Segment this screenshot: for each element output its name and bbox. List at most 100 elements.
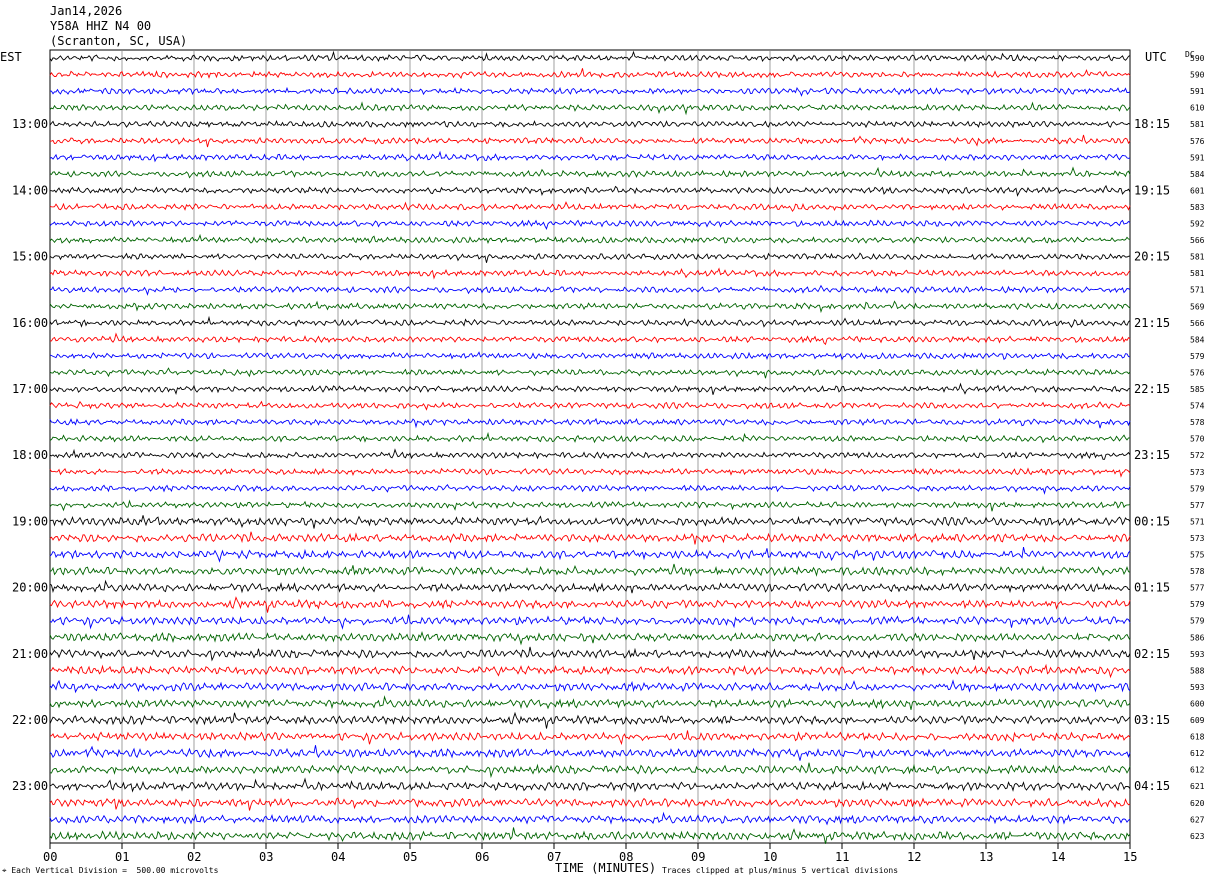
right-hour-label: 23:15	[1134, 448, 1170, 462]
seismic-trace-row-0	[49, 50, 1131, 62]
x-tick-label: 10	[763, 850, 777, 864]
x-tick-label: 12	[907, 850, 921, 864]
seismic-trace-row-40	[49, 711, 1131, 729]
dc-offset-value: 574	[1190, 402, 1205, 411]
seismic-trace-row-34	[49, 614, 1131, 630]
seismic-trace-row-23	[49, 431, 1130, 444]
plot-frame	[49, 49, 1131, 844]
dc-offset-value: 578	[1190, 418, 1205, 427]
dc-offset-value: 577	[1190, 584, 1205, 593]
right-hour-label: 21:15	[1134, 316, 1170, 330]
seismic-trace-row-9	[49, 201, 1131, 213]
seismic-trace-row-22	[49, 417, 1131, 429]
seismic-trace-row-30	[49, 546, 1131, 563]
plot-date: Jan14,2026	[50, 4, 123, 18]
x-tick-label: 09	[691, 850, 705, 864]
right-hour-label: 03:15	[1134, 713, 1170, 727]
dc-offset-value: 581	[1190, 269, 1205, 278]
x-tick-label: 07	[547, 850, 561, 864]
seismic-trace-row-47	[49, 827, 1131, 844]
seismic-trace-row-26	[49, 484, 1131, 495]
seismic-trace-row-1	[49, 68, 1131, 79]
dc-offset-value: 588	[1190, 666, 1205, 675]
dc-offset-value: 591	[1190, 153, 1205, 162]
dc-offset-value: 610	[1190, 104, 1205, 113]
seismic-trace-row-27	[49, 499, 1131, 512]
dc-offset-value: 571	[1190, 517, 1205, 526]
left-hour-label: 13:00	[12, 117, 48, 131]
seismic-trace-row-39	[49, 695, 1131, 710]
dc-offset-value: 586	[1190, 633, 1205, 642]
seismic-trace-row-18	[49, 351, 1131, 361]
seismic-trace-row-3	[49, 101, 1131, 116]
right-hour-label: 18:15	[1134, 117, 1170, 131]
dc-offset-value: 592	[1190, 220, 1205, 229]
seismic-trace-row-16	[49, 315, 1131, 328]
seismic-trace-row-21	[49, 400, 1131, 411]
seismic-trace-row-20	[49, 382, 1131, 396]
seismic-trace-row-37	[49, 663, 1131, 679]
x-tick-label: 00	[43, 850, 57, 864]
seismic-trace-row-7	[49, 166, 1131, 179]
dc-offset-value: 621	[1190, 782, 1205, 791]
right-timezone-label: UTC	[1145, 50, 1167, 64]
dc-offset-value: 566	[1190, 319, 1205, 328]
x-tick-label: 01	[115, 850, 129, 864]
left-timezone-label: EST	[0, 50, 22, 64]
seismic-trace-row-14	[49, 284, 1131, 296]
dc-offset-value: 569	[1190, 302, 1205, 311]
scale-note-text: Each Vertical Division = 500.00 microvol…	[11, 866, 219, 875]
seismic-trace-row-35	[49, 631, 1131, 646]
dc-offset-value: 590	[1190, 71, 1205, 80]
left-hour-label: 21:00	[12, 647, 48, 661]
seismic-trace-row-13	[49, 267, 1131, 280]
left-hour-label: 18:00	[12, 448, 48, 462]
seismic-trace-row-24	[49, 448, 1131, 460]
seismic-trace-row-19	[49, 367, 1131, 379]
seismic-trace-row-8	[50, 184, 1131, 197]
seismic-trace-row-15	[49, 300, 1131, 314]
x-tick-label: 15	[1123, 850, 1137, 864]
left-hour-label: 15:00	[12, 250, 48, 264]
seismic-trace-row-25	[49, 467, 1131, 478]
dc-offset-value: 584	[1190, 335, 1205, 344]
right-hour-label: 04:15	[1134, 779, 1170, 793]
seismic-trace-row-46	[49, 811, 1131, 826]
dc-offset-value: 578	[1190, 567, 1205, 576]
seismic-trace-row-11	[49, 233, 1131, 245]
dc-offset-value: 577	[1190, 501, 1205, 510]
dc-offset-value: 609	[1190, 716, 1205, 725]
dc-offset-value: 620	[1190, 799, 1205, 808]
seismic-trace-row-10	[49, 219, 1131, 230]
seismic-trace-row-6	[49, 150, 1131, 163]
dc-offset-value: 618	[1190, 733, 1205, 742]
dc-offset-value: 601	[1190, 186, 1205, 195]
left-hour-label: 19:00	[12, 514, 48, 528]
seismic-trace-row-2	[49, 86, 1131, 97]
seismic-trace-row-45	[49, 797, 1131, 811]
seismic-trace-row-41	[49, 730, 1131, 746]
dc-offset-value: 579	[1190, 352, 1205, 361]
right-hour-label: 02:15	[1134, 647, 1170, 661]
x-axis-label: TIME (MINUTES)	[555, 861, 657, 875]
x-tick-label: 14	[1051, 850, 1065, 864]
clip-note: Traces clipped at plus/minus 5 vertical …	[662, 866, 899, 875]
dc-column-label: DC	[1185, 50, 1195, 59]
right-hour-label: 20:15	[1134, 250, 1170, 264]
dc-offset-value: 579	[1190, 617, 1205, 626]
dc-offset-value: 593	[1190, 683, 1205, 692]
dc-offset-value: 612	[1190, 766, 1205, 775]
dc-offset-value: 593	[1190, 650, 1205, 659]
dc-offset-value: 579	[1190, 484, 1205, 493]
seismic-trace-row-33	[49, 596, 1131, 613]
seismic-trace-row-36	[49, 646, 1131, 662]
station-location: (Scranton, SC, USA)	[50, 34, 188, 48]
dc-offset-value: 585	[1190, 385, 1205, 394]
dc-offset-value: 627	[1190, 815, 1205, 824]
dc-offset-value: 576	[1190, 137, 1205, 146]
dc-offset-value: 576	[1190, 368, 1205, 377]
left-hour-label: 20:00	[12, 581, 48, 595]
dc-offset-value: 570	[1190, 435, 1205, 444]
dc-offset-value: 571	[1190, 286, 1205, 295]
